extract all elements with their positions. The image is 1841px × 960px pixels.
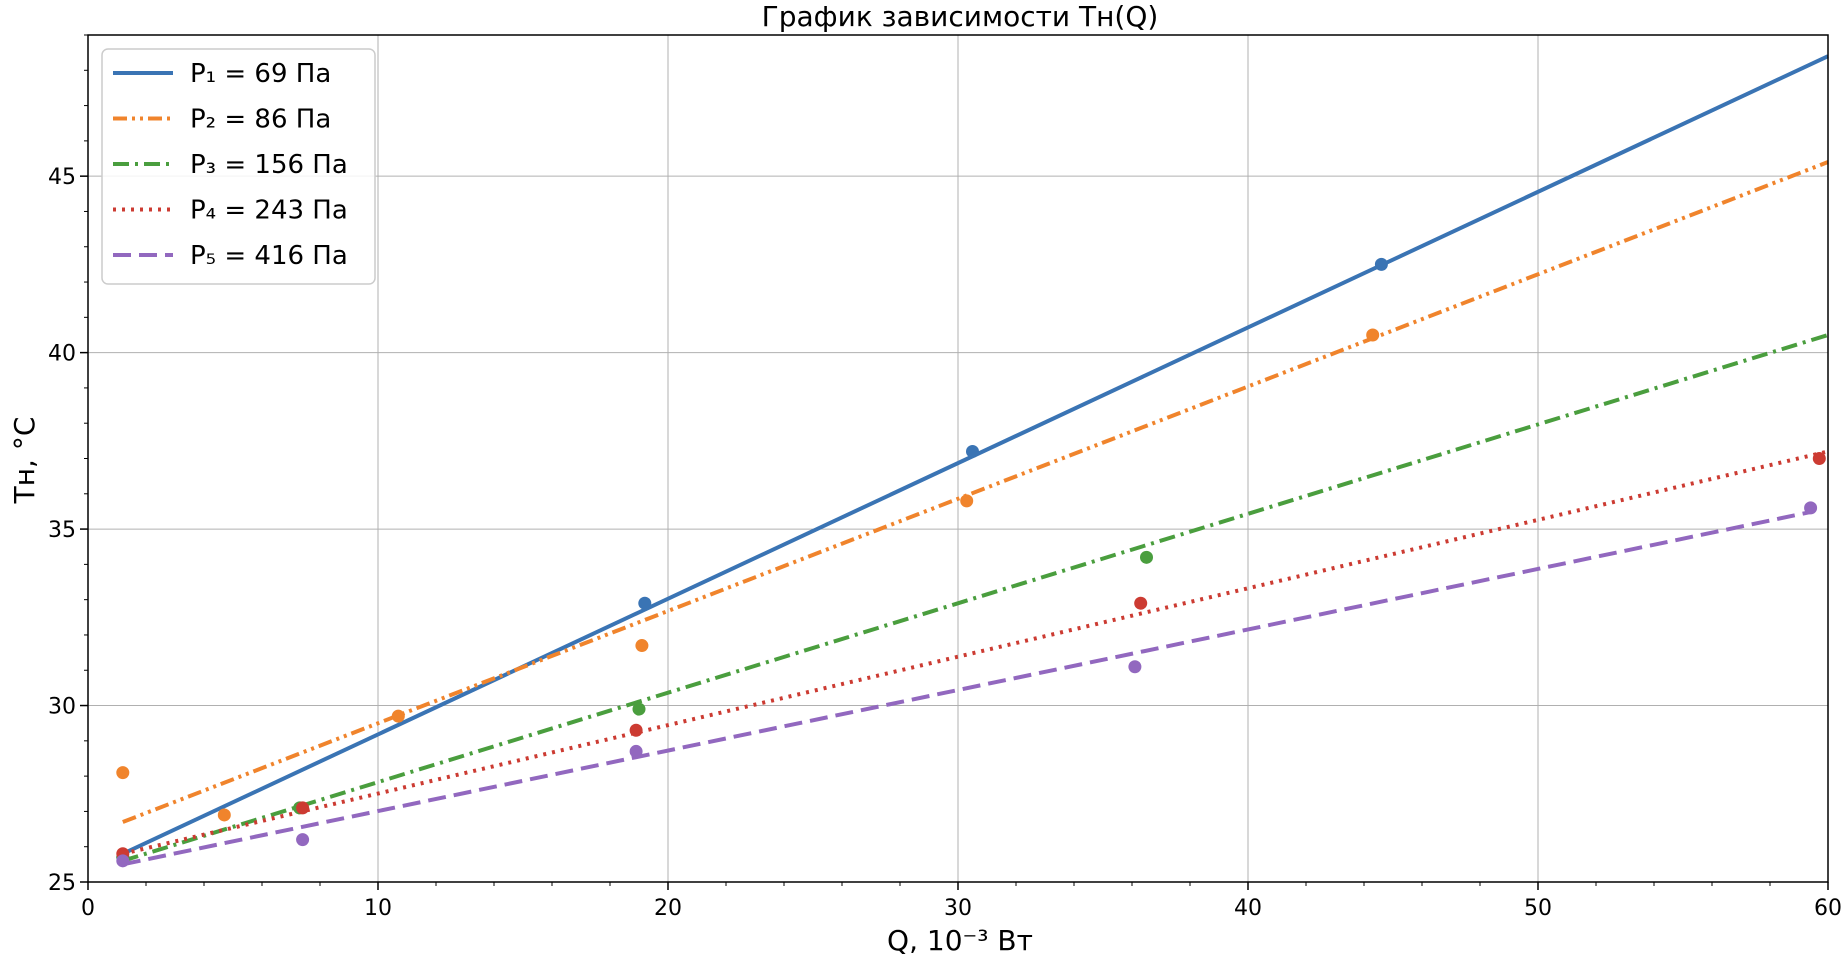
data-points xyxy=(116,257,1826,868)
fit-line-p2 xyxy=(122,160,1829,824)
data-point-p4 xyxy=(1134,596,1148,610)
data-point-p2 xyxy=(960,494,974,508)
legend-label-p5: P₅ = 416 Па xyxy=(190,241,348,271)
chart-title: График зависимости Tн(Q) xyxy=(762,0,1159,33)
x-tick-label: 40 xyxy=(1234,896,1262,921)
legend-label-p1: P₁ = 69 Па xyxy=(190,59,331,89)
data-point-p1 xyxy=(638,596,652,610)
data-point-p1 xyxy=(966,444,979,458)
y-tick-label: 30 xyxy=(48,695,76,720)
y-tick-label: 40 xyxy=(48,342,76,367)
data-point-p4 xyxy=(296,801,310,815)
data-point-p2 xyxy=(217,808,231,822)
x-tick-label: 30 xyxy=(944,896,972,921)
fit-line-p5 xyxy=(122,509,1814,867)
data-point-p3 xyxy=(632,702,646,716)
data-point-p4 xyxy=(1812,452,1826,465)
data-point-p2 xyxy=(391,709,405,723)
data-point-p5 xyxy=(1804,501,1818,515)
fit-line-p4 xyxy=(122,449,1829,856)
legend-label-p4: P₄ = 243 Па xyxy=(190,196,348,226)
data-point-p5 xyxy=(116,854,130,868)
data-point-p4 xyxy=(629,723,643,737)
data-point-p2 xyxy=(1366,328,1380,342)
y-axis-title: Tн, °C xyxy=(8,417,41,505)
y-tick-label: 45 xyxy=(48,165,76,190)
legend-label-p3: P₃ = 156 Па xyxy=(190,150,348,180)
x-tick-label: 50 xyxy=(1524,896,1552,921)
legend-box xyxy=(101,48,376,285)
y-tick-label: 25 xyxy=(48,871,76,896)
legend-label-p2: P₂ = 86 Па xyxy=(190,105,331,135)
y-tick-label: 35 xyxy=(48,518,76,543)
x-tick-label: 60 xyxy=(1814,896,1841,921)
data-point-p5 xyxy=(1128,660,1142,674)
x-tick-label: 10 xyxy=(364,896,392,921)
x-tick-label: 20 xyxy=(654,896,682,921)
x-axis-title: Q, 10⁻³ Вт xyxy=(887,924,1033,957)
data-point-p3 xyxy=(1140,550,1153,564)
x-tick-label: 0 xyxy=(81,896,95,921)
data-point-p5 xyxy=(629,744,643,758)
data-point-p2 xyxy=(116,766,130,780)
axis-ticks: 0 10 20 30 40 50 60 25 30 35 40 45 xyxy=(48,34,1841,921)
fit-line-p3 xyxy=(122,333,1829,863)
data-point-p2 xyxy=(635,639,649,653)
legend: P₁ = 69 Па P₂ = 86 Па P₃ = 156 Па P₄ = 243 … xyxy=(101,48,376,285)
data-point-p5 xyxy=(296,833,310,847)
data-point-p1 xyxy=(1374,257,1388,271)
